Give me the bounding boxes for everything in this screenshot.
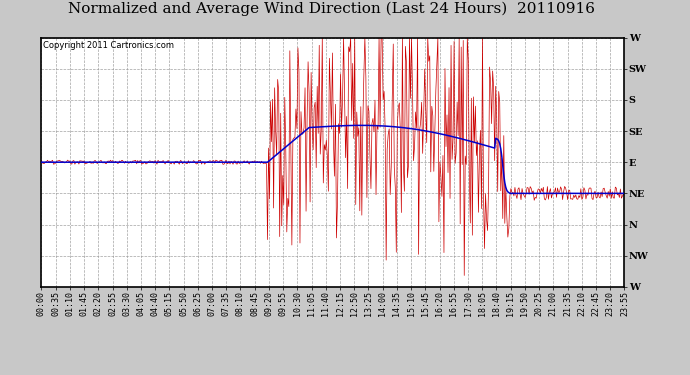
Text: Normalized and Average Wind Direction (Last 24 Hours)  20110916: Normalized and Average Wind Direction (L…	[68, 2, 595, 16]
Text: Copyright 2011 Cartronics.com: Copyright 2011 Cartronics.com	[43, 41, 174, 50]
